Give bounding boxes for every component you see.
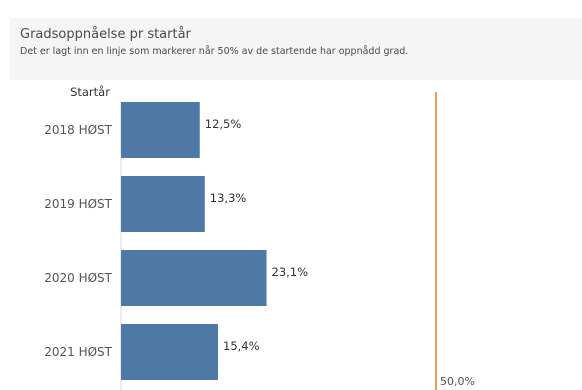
category-label: 2021 HØST (44, 345, 112, 359)
category-label: 2020 HØST (44, 271, 112, 285)
category-label: 2019 HØST (44, 197, 112, 211)
chart-subtitle: Det er lagt inn en linje som markerer nå… (20, 46, 409, 57)
bar (121, 102, 200, 158)
value-label: 15,4% (223, 339, 260, 353)
reference-line-label: 50,0% (440, 375, 475, 388)
plot-area: Startår 2018 HØST 12,5% 2019 HØST 13,3% 2020 … (10, 80, 582, 390)
chart-title: Gradsoppnåelse pr startår (20, 27, 191, 42)
bar (121, 324, 219, 380)
chart-header: Gradsoppnåelse pr startår Det er lagt in… (10, 18, 582, 80)
bar-chart: Startår 2018 HØST 12,5% 2019 HØST 13,3% 2020 … (44, 85, 475, 390)
value-label: 23,1% (272, 265, 309, 279)
value-label: 13,3% (210, 191, 247, 205)
bar (121, 250, 267, 306)
category-label: 2018 HØST (44, 123, 112, 137)
value-label: 12,5% (205, 117, 242, 131)
bar (121, 176, 205, 232)
category-header: Startår (70, 85, 110, 99)
